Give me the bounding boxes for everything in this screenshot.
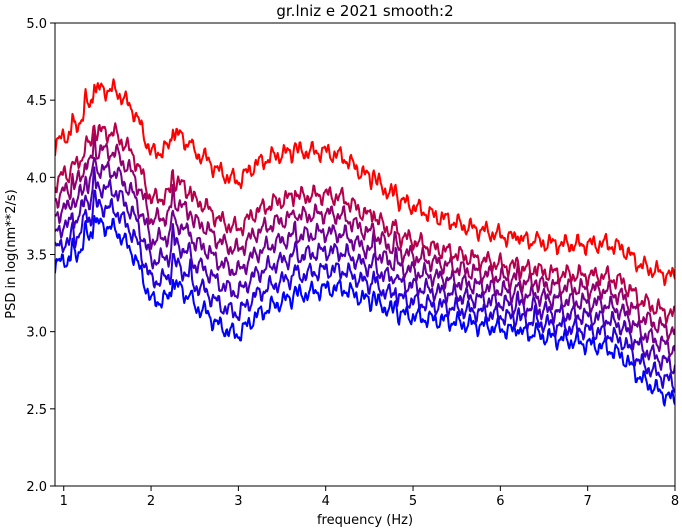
- x-tick-label: 3: [234, 494, 242, 509]
- x-tick-label: 7: [584, 494, 592, 509]
- psd-series-line: [55, 122, 675, 325]
- x-tick-label: 1: [60, 494, 68, 509]
- psd-series-line: [55, 189, 675, 393]
- series-group: [55, 78, 675, 407]
- psd-series-line: [55, 78, 675, 287]
- y-tick-label: 4.5: [26, 94, 47, 109]
- x-tick-label: 4: [322, 494, 330, 509]
- x-tick-label: 8: [671, 494, 679, 509]
- y-axis-title: PSD in log(nm**2/s): [4, 189, 19, 319]
- psd-series-line: [55, 214, 675, 407]
- x-axis-title: frequency (Hz): [317, 513, 413, 528]
- y-tick-label: 4.0: [26, 171, 47, 186]
- x-tick-label: 6: [496, 494, 504, 509]
- psd-series-line: [55, 156, 675, 358]
- x-tick-label: 2: [147, 494, 155, 509]
- y-tick-label: 5.0: [26, 17, 47, 32]
- x-axis: 1 2 3 4 5 6 7 8: [60, 486, 679, 509]
- x-tick-label: 5: [409, 494, 417, 509]
- y-tick-label: 3.0: [26, 326, 47, 341]
- psd-series-line: [55, 132, 675, 342]
- y-tick-label: 2.0: [26, 480, 47, 495]
- psd-series-line: [55, 166, 675, 375]
- chart-title: gr.lniz e 2021 smooth:2: [276, 2, 453, 20]
- y-tick-label: 3.5: [26, 249, 47, 264]
- y-tick-label: 2.5: [26, 403, 47, 418]
- y-axis: 2.0 2.5 3.0 3.5 4.0 4.5 5.0: [26, 17, 55, 495]
